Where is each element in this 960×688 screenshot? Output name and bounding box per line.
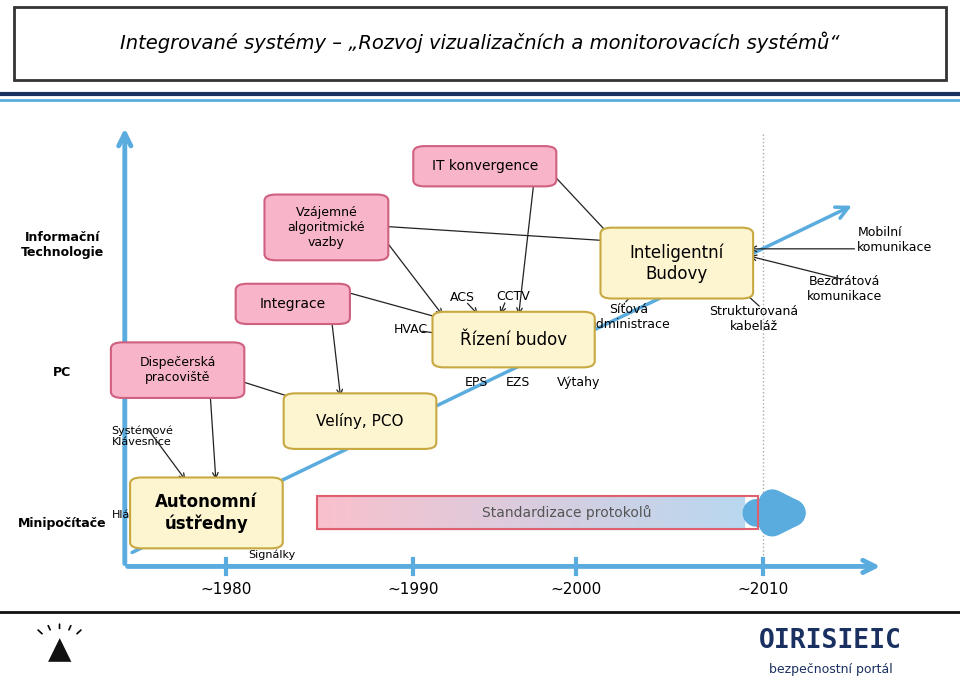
- Text: Výtahy: Výtahy: [557, 376, 601, 389]
- Text: Bezdrátová
komunikace: Bezdrátová komunikace: [807, 275, 882, 303]
- Text: EZS: EZS: [506, 376, 531, 389]
- FancyBboxPatch shape: [14, 7, 946, 80]
- Text: Inteligentní
Budovy: Inteligentní Budovy: [630, 244, 724, 283]
- Text: EPS: EPS: [465, 376, 488, 389]
- Text: ~1980: ~1980: [200, 582, 252, 597]
- Text: Síťová
administrace: Síťová administrace: [588, 303, 670, 331]
- FancyBboxPatch shape: [432, 312, 594, 367]
- Text: Dispečerská
pracoviště: Dispečerská pracoviště: [139, 356, 216, 384]
- Text: Signálky: Signálky: [248, 550, 296, 561]
- Text: ~2010: ~2010: [737, 582, 789, 597]
- Text: ACS: ACS: [450, 291, 475, 304]
- Text: Hlásiče: Hlásiče: [112, 510, 153, 520]
- Text: bezpečnostní portál: bezpečnostní portál: [769, 663, 892, 676]
- Text: Strukturovaná
kabeláž: Strukturovaná kabeláž: [709, 305, 798, 333]
- Text: ~1990: ~1990: [387, 582, 439, 597]
- Text: Velíny, PCO: Velíny, PCO: [316, 413, 404, 429]
- Text: Autonomní
ústředny: Autonomní ústředny: [156, 493, 257, 533]
- Text: CCTV: CCTV: [495, 290, 530, 303]
- Text: Standardizace protokolů: Standardizace protokolů: [482, 506, 651, 520]
- Text: OIRISIEIC: OIRISIEIC: [759, 628, 901, 654]
- Text: HVAC: HVAC: [394, 323, 428, 336]
- Text: PC: PC: [53, 366, 72, 379]
- Text: Minipočítače: Minipočítače: [18, 517, 107, 530]
- Text: Řízení budov: Řízení budov: [460, 330, 567, 349]
- FancyBboxPatch shape: [601, 228, 753, 299]
- FancyBboxPatch shape: [413, 146, 557, 186]
- FancyBboxPatch shape: [130, 477, 282, 548]
- Text: Mobilní
komunikace: Mobilní komunikace: [857, 226, 932, 254]
- FancyBboxPatch shape: [284, 394, 436, 449]
- Text: ▲: ▲: [48, 636, 71, 665]
- Bar: [317, 496, 758, 530]
- Text: IT konvergence: IT konvergence: [432, 159, 538, 173]
- FancyBboxPatch shape: [236, 283, 349, 324]
- Text: Vzájemné
algoritmické
vazby: Vzájemné algoritmické vazby: [288, 206, 365, 249]
- Text: Systémové
Klávesnice: Systémové Klávesnice: [111, 425, 173, 447]
- Text: Integrace: Integrace: [260, 297, 325, 311]
- Text: Informační
Technologie: Informační Technologie: [21, 231, 104, 259]
- Text: Integrované systémy – „Rozvoj vizualizačních a monitorovacích systémů“: Integrované systémy – „Rozvoj vizualizač…: [120, 31, 840, 53]
- FancyBboxPatch shape: [265, 195, 388, 260]
- FancyBboxPatch shape: [111, 343, 244, 398]
- Text: ~2000: ~2000: [550, 582, 602, 597]
